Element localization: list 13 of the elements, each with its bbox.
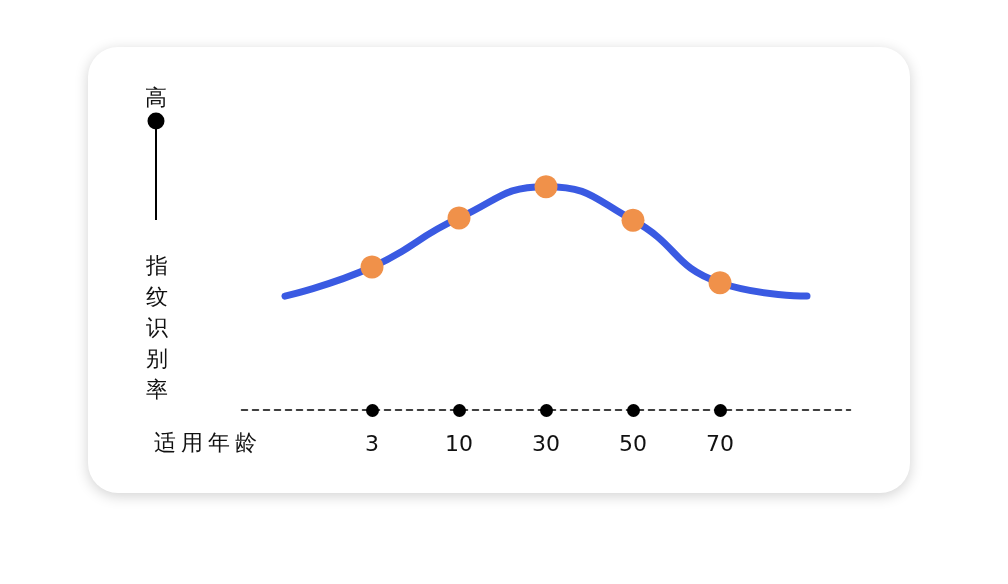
x-tick-label: 70 <box>706 430 734 456</box>
x-tick-label: 30 <box>532 430 560 456</box>
point <box>534 175 558 199</box>
x-axis-title: 适用年龄 <box>154 429 262 457</box>
point <box>708 271 732 295</box>
x-tick-label: 3 <box>365 430 379 456</box>
point <box>621 208 645 232</box>
x-tick-label: 50 <box>619 430 647 456</box>
y-axis-title: 指纹识别率 <box>145 252 169 404</box>
point <box>360 255 384 279</box>
text: 高 <box>145 84 167 112</box>
x-tick-label: 10 <box>445 430 473 456</box>
point <box>447 206 471 230</box>
